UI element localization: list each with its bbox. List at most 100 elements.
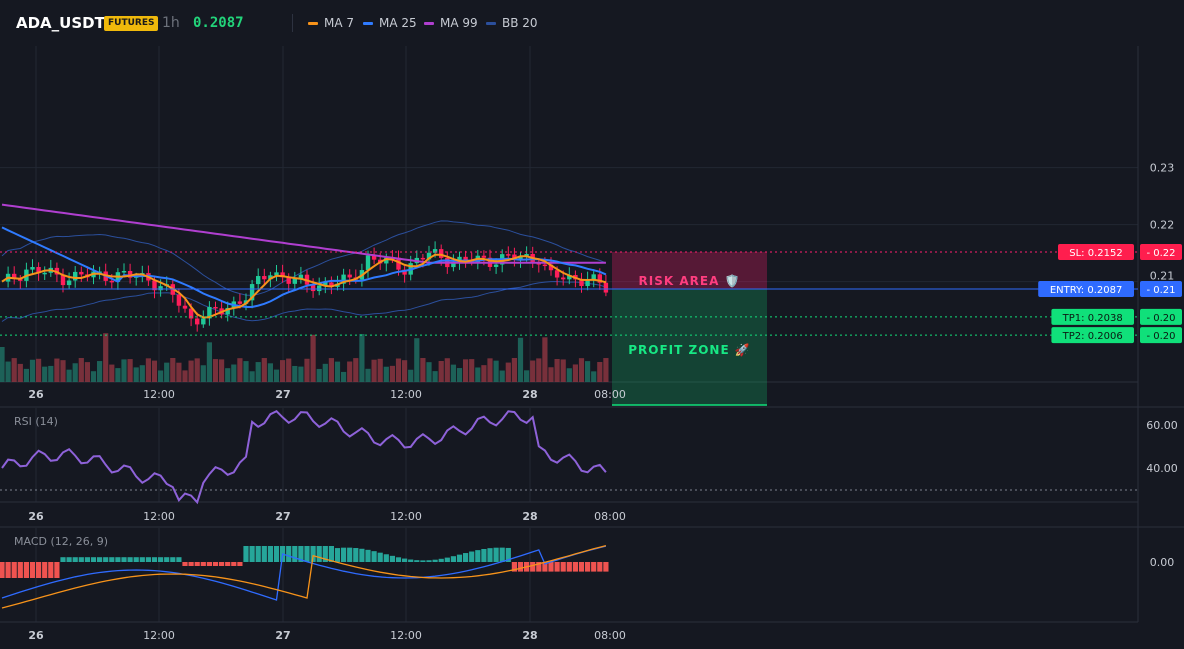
candle-body bbox=[109, 280, 114, 283]
macd-hist-bar bbox=[493, 547, 499, 562]
candle-body bbox=[310, 284, 316, 292]
volume-bar bbox=[463, 359, 469, 382]
macd-hist-bar bbox=[170, 557, 176, 562]
candle-body bbox=[195, 318, 200, 325]
macd-hist-bar bbox=[23, 562, 29, 578]
macd-hist-bar bbox=[206, 562, 212, 566]
volume-bar bbox=[493, 360, 499, 382]
macd-hist-bar bbox=[219, 562, 225, 566]
macd-hist-bar bbox=[450, 556, 456, 562]
time-label-0-5: 08:00 bbox=[594, 388, 626, 401]
volume-bar bbox=[84, 362, 90, 382]
volume-bar bbox=[115, 368, 121, 382]
macd-hist-bar bbox=[109, 557, 115, 562]
macd-hist-bar bbox=[237, 562, 243, 566]
candle-body bbox=[554, 270, 560, 278]
bb20-swatch bbox=[486, 21, 496, 25]
volume-bar bbox=[450, 364, 456, 382]
macd-hist-bar bbox=[511, 562, 517, 572]
macd-hist-bar bbox=[560, 562, 566, 572]
macd-hist-bar bbox=[438, 558, 444, 562]
time-label-0-2: 27 bbox=[275, 388, 290, 401]
volume-bar bbox=[109, 364, 115, 382]
volume-bar bbox=[530, 360, 536, 382]
legend-ma25[interactable]: MA 25 bbox=[363, 16, 417, 30]
macd-hist-bar bbox=[84, 557, 90, 562]
volume-bar bbox=[389, 365, 395, 382]
macd-hist-bar bbox=[402, 558, 408, 562]
macd-hist-bar bbox=[420, 560, 426, 562]
volume-bar bbox=[145, 358, 151, 382]
macd-hist-bar bbox=[103, 557, 109, 562]
volume-bar bbox=[255, 362, 261, 382]
legend-ma99[interactable]: MA 99 bbox=[424, 16, 478, 30]
time-label-1-0: 26 bbox=[28, 510, 44, 523]
volume-bar bbox=[292, 365, 298, 382]
timeframe-label[interactable]: 1h bbox=[162, 15, 180, 31]
candle-body bbox=[182, 305, 188, 309]
time-label-0-4: 28 bbox=[522, 388, 537, 401]
legend-ma7[interactable]: MA 7 bbox=[308, 16, 354, 30]
macd-hist-bar bbox=[566, 562, 572, 572]
macd-hist-bar bbox=[542, 562, 548, 572]
candle-body bbox=[512, 254, 517, 260]
candle-body bbox=[365, 255, 371, 271]
volume-bar bbox=[481, 365, 487, 382]
macd-hist-bar bbox=[145, 557, 151, 562]
candle-body bbox=[439, 249, 444, 258]
candle-body bbox=[591, 274, 596, 280]
volume-bar bbox=[304, 358, 310, 382]
volume-bar bbox=[414, 338, 420, 382]
volume-bar bbox=[322, 363, 328, 382]
volume-bar bbox=[200, 365, 206, 382]
macd-hist-bar bbox=[316, 546, 322, 562]
macd-hist-bar bbox=[469, 551, 475, 562]
volume-bar bbox=[347, 361, 353, 382]
candle-body bbox=[213, 306, 218, 309]
volume-bar bbox=[432, 371, 438, 382]
candle-body bbox=[347, 274, 352, 278]
macd-hist-bar bbox=[365, 549, 371, 562]
volume-bar bbox=[5, 361, 11, 382]
candle-body bbox=[207, 306, 212, 319]
legend-ma25-label: MA 25 bbox=[379, 16, 417, 30]
legend-bb20[interactable]: BB 20 bbox=[486, 16, 538, 30]
candle-body bbox=[42, 272, 47, 275]
macd-hist-bar bbox=[194, 562, 200, 566]
volume-bar bbox=[17, 363, 23, 382]
macd-hist-bar bbox=[66, 557, 72, 562]
candle-body bbox=[225, 307, 230, 315]
volume-bar bbox=[572, 364, 578, 382]
macd-hist-bar bbox=[133, 557, 139, 562]
candle-body bbox=[12, 273, 17, 280]
volume-bar bbox=[133, 367, 139, 382]
symbol-label[interactable]: ADA_USDT bbox=[16, 14, 105, 32]
volume-bar bbox=[426, 362, 432, 382]
macd-hist-bar bbox=[231, 562, 237, 566]
candle-body bbox=[603, 282, 609, 293]
macd-hist-bar bbox=[353, 548, 359, 562]
macd-hist-bar bbox=[97, 557, 103, 562]
volume-bar bbox=[511, 358, 517, 382]
volume-bar bbox=[402, 360, 408, 382]
candle-body bbox=[121, 270, 127, 273]
rsi-title: RSI (14) bbox=[14, 415, 58, 428]
macd-hist-bar bbox=[530, 562, 536, 572]
sl-axis-label: - 0.22 bbox=[1146, 248, 1175, 259]
candle-body bbox=[201, 318, 206, 325]
volume-bar bbox=[377, 358, 383, 382]
risk-zone bbox=[612, 251, 767, 289]
macd-hist-bar bbox=[29, 562, 36, 578]
volume-bar bbox=[11, 358, 17, 382]
profit-zone-label: PROFIT ZONE 🚀 bbox=[628, 343, 751, 357]
candle-body bbox=[481, 255, 487, 258]
entry-tag-bg bbox=[1038, 281, 1134, 297]
volume-bar bbox=[444, 358, 450, 382]
candle-body bbox=[30, 267, 35, 270]
macd-hist-bar bbox=[5, 562, 11, 578]
time-label-2-5: 08:00 bbox=[594, 629, 626, 642]
volume-bar bbox=[176, 362, 182, 382]
rsi-tick: 60.00 bbox=[1146, 419, 1178, 432]
macd-hist-bar bbox=[267, 546, 273, 562]
